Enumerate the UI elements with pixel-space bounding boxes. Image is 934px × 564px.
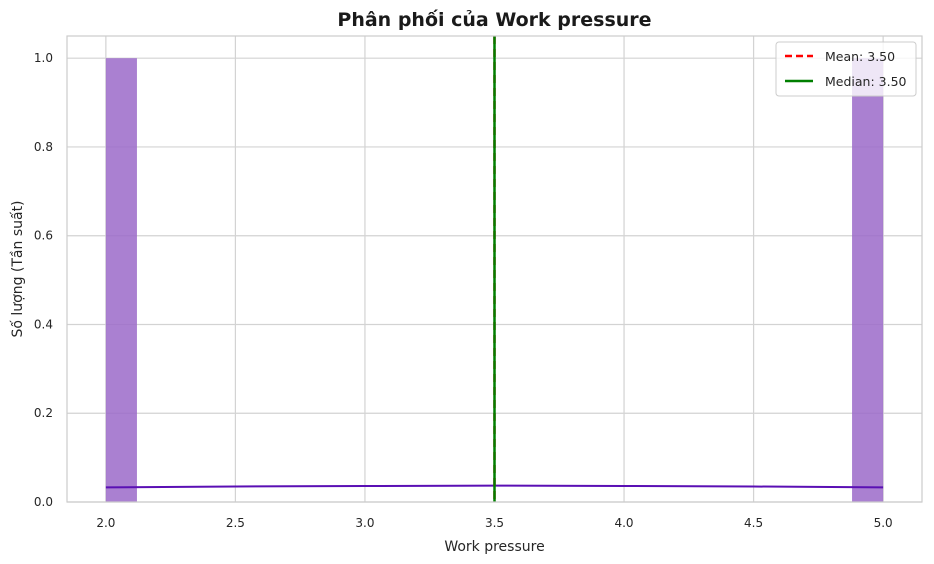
y-tick-label: 0.4 — [34, 317, 53, 331]
x-tick-label: 2.0 — [96, 516, 115, 530]
legend-median-label: Median: 3.50 — [825, 74, 907, 89]
plot-frame — [66, 35, 923, 503]
x-tick-label: 4.5 — [744, 516, 763, 530]
x-tick-label: 3.0 — [355, 516, 374, 530]
x-tick-label: 3.5 — [485, 516, 504, 530]
x-tick-label: 5.0 — [874, 516, 893, 530]
y-tick-labels: 0.0 0.2 0.4 0.6 0.8 1.0 — [34, 51, 53, 509]
y-tick-label: 1.0 — [34, 51, 53, 65]
x-tick-label: 4.0 — [614, 516, 633, 530]
histogram-bars — [105, 58, 884, 502]
y-tick-label: 0.8 — [34, 140, 53, 154]
y-axis-label: Số lượng (Tần suất) — [9, 200, 26, 337]
y-tick-label: 0.0 — [34, 495, 53, 509]
legend-mean-label: Mean: 3.50 — [825, 49, 895, 64]
x-axis-label: Work pressure — [444, 539, 544, 555]
y-tick-label: 0.2 — [34, 406, 53, 420]
histogram-bar — [105, 58, 137, 502]
histogram-bar — [852, 58, 884, 502]
y-tick-label: 0.6 — [34, 229, 53, 243]
x-tick-label: 2.5 — [226, 516, 245, 530]
legend: Mean: 3.50 Median: 3.50 — [775, 41, 917, 97]
x-tick-labels: 2.0 2.5 3.0 3.5 4.0 4.5 5.0 — [96, 516, 892, 530]
chart-title: Phân phối của Work pressure — [337, 8, 651, 31]
